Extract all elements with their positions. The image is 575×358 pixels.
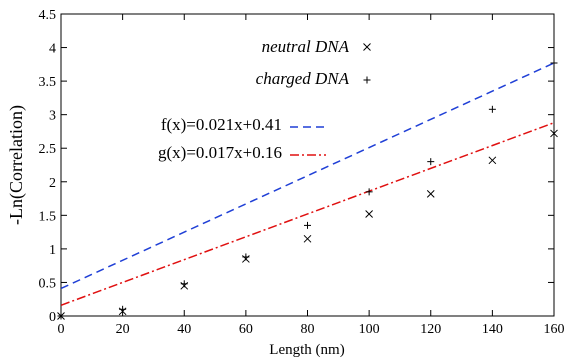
legend-label: f(x)=0.021x+0.41	[161, 115, 282, 134]
charged-dna-point	[180, 280, 188, 288]
x-marker-stroke	[550, 129, 558, 138]
x-tick-label: 20	[116, 322, 130, 337]
legend-swatch	[363, 43, 371, 51]
charged-dna-point	[550, 59, 558, 67]
legend-label: neutral DNA	[262, 37, 350, 56]
neutral-dna-point	[488, 156, 497, 165]
x-marker-stroke	[303, 234, 312, 243]
y-tick-label: 4	[49, 42, 56, 57]
plot-frame	[60, 13, 555, 317]
x-axis-label: Length (nm)	[269, 342, 344, 358]
data-points	[57, 59, 558, 320]
y-tick-label: 0.5	[39, 276, 57, 291]
x-tick-label: 160	[544, 322, 565, 337]
x-tick-label: 120	[420, 322, 441, 337]
fit-line-f	[61, 62, 554, 290]
fit-line-g	[61, 122, 554, 306]
x-marker-stroke	[363, 43, 371, 51]
neutral-dna-point	[365, 210, 373, 218]
y-tick-label: 1	[49, 243, 56, 258]
charged-dna-point	[57, 312, 65, 320]
legend: neutral DNA charged DNA f(x)=0.021x+0.41 g(…	[158, 37, 371, 162]
x-tick-label: 40	[177, 322, 191, 337]
charged-dna-point	[304, 221, 311, 229]
charged-dna-point	[365, 188, 373, 196]
y-tick-label: 3	[49, 109, 56, 124]
y-tick-label: 4.5	[39, 8, 57, 23]
y-tick-label: 2.5	[39, 142, 57, 157]
charged-dna-point	[119, 305, 127, 313]
neutral-dna-point	[550, 129, 558, 138]
legend-label: g(x)=0.017x+0.16	[158, 143, 282, 162]
charged-dna-point	[242, 253, 250, 261]
x-marker-stroke	[488, 156, 497, 165]
x-tick-label: 60	[239, 322, 253, 337]
y-tick-label: 1.5	[39, 209, 57, 224]
neutral-dna-point	[426, 190, 435, 198]
y-tick-label: 3.5	[39, 75, 57, 90]
x-tick-label: 80	[301, 322, 315, 337]
x-marker-stroke	[365, 210, 373, 218]
x-tick-label: 0	[58, 322, 65, 337]
y-axis-label: -Ln(Correlation)	[6, 105, 27, 225]
x-marker-stroke	[426, 190, 435, 198]
charged-dna-point	[488, 105, 496, 113]
tick-group: 0 20 40 60 80 100 120 140 160 0 0.5 1 1.5 2 2.5 3 3.5 4 4.…	[39, 8, 565, 337]
x-tick-label: 140	[482, 322, 503, 337]
charged-dna-point	[427, 158, 435, 166]
legend-swatch	[363, 76, 371, 84]
legend-label: charged DNA	[256, 69, 350, 88]
y-tick-label: 2	[49, 176, 56, 191]
neutral-dna-point	[303, 234, 312, 243]
y-tick-label: 0	[49, 310, 56, 325]
fit-lines	[61, 62, 554, 306]
x-tick-label: 100	[359, 322, 380, 337]
